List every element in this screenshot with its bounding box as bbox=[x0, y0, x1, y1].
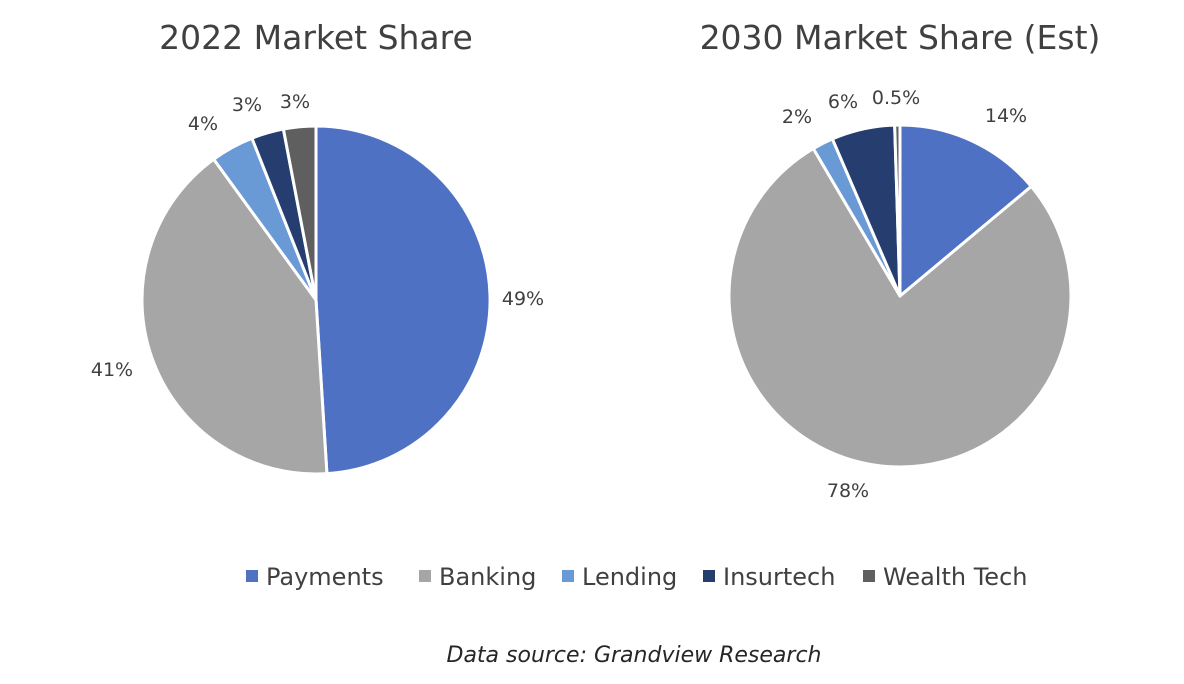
legend-swatch-wealth-tech bbox=[863, 570, 875, 582]
legend-label-lending: Lending bbox=[582, 563, 677, 591]
data-label-lending: 2% bbox=[782, 106, 812, 128]
data-label-lending: 4% bbox=[188, 113, 218, 135]
legend: Payments Banking Lending Insurtech Wealt… bbox=[246, 563, 1027, 591]
legend-label-insurtech: Insurtech bbox=[723, 563, 835, 591]
pie-labels-2022: 49% 41% 4% 3% 3% bbox=[91, 91, 544, 381]
pie-slice-banking bbox=[727, 147, 1073, 469]
legend-label-banking: Banking bbox=[439, 563, 536, 591]
data-label-payments: 14% bbox=[985, 105, 1027, 127]
legend-item-insurtech: Insurtech bbox=[703, 563, 835, 591]
legend-swatch-payments bbox=[246, 570, 258, 582]
chart-title-2030: 2030 Market Share (Est) bbox=[700, 18, 1101, 57]
legend-label-payments: Payments bbox=[266, 563, 384, 591]
legend-swatch-banking bbox=[419, 570, 431, 582]
data-label-banking: 78% bbox=[827, 480, 869, 502]
data-label-banking: 41% bbox=[91, 359, 133, 381]
legend-item-banking: Banking bbox=[419, 563, 536, 591]
pie-slice-payments bbox=[314, 124, 492, 476]
data-label-insurtech: 3% bbox=[232, 94, 262, 116]
pie-slice-banking bbox=[140, 157, 329, 476]
legend-item-lending: Lending bbox=[562, 563, 677, 591]
pie-slice-wealth-tech bbox=[281, 124, 318, 302]
data-label-payments: 49% bbox=[502, 288, 544, 310]
legend-item-wealth-tech: Wealth Tech bbox=[863, 563, 1027, 591]
pie-slices-2030 bbox=[727, 123, 1073, 469]
pie-labels-2030: 14% 78% 2% 6% 0.5% bbox=[782, 87, 1027, 502]
pie-chart-2022: 2022 Market Share 49% 41% 4% 3% 3% bbox=[91, 18, 544, 476]
pie-chart-2030: 2030 Market Share (Est) 14% 78% 2% 6% 0.5% bbox=[700, 18, 1101, 502]
legend-swatch-insurtech bbox=[703, 570, 715, 582]
data-label-wealth-tech: 0.5% bbox=[872, 87, 920, 109]
legend-item-payments: Payments bbox=[246, 563, 384, 591]
pie-slices-2022 bbox=[140, 124, 492, 476]
legend-label-wealth-tech: Wealth Tech bbox=[883, 563, 1027, 591]
pie-slice-wealth-tech bbox=[893, 123, 902, 298]
data-source-note: Data source: Grandview Research bbox=[447, 643, 822, 668]
chart-title-2022: 2022 Market Share bbox=[159, 18, 473, 57]
legend-swatch-lending bbox=[562, 570, 574, 582]
pie-slice-payments bbox=[898, 123, 1033, 298]
data-label-wealth-tech: 3% bbox=[280, 91, 310, 113]
data-label-insurtech: 6% bbox=[828, 91, 858, 113]
